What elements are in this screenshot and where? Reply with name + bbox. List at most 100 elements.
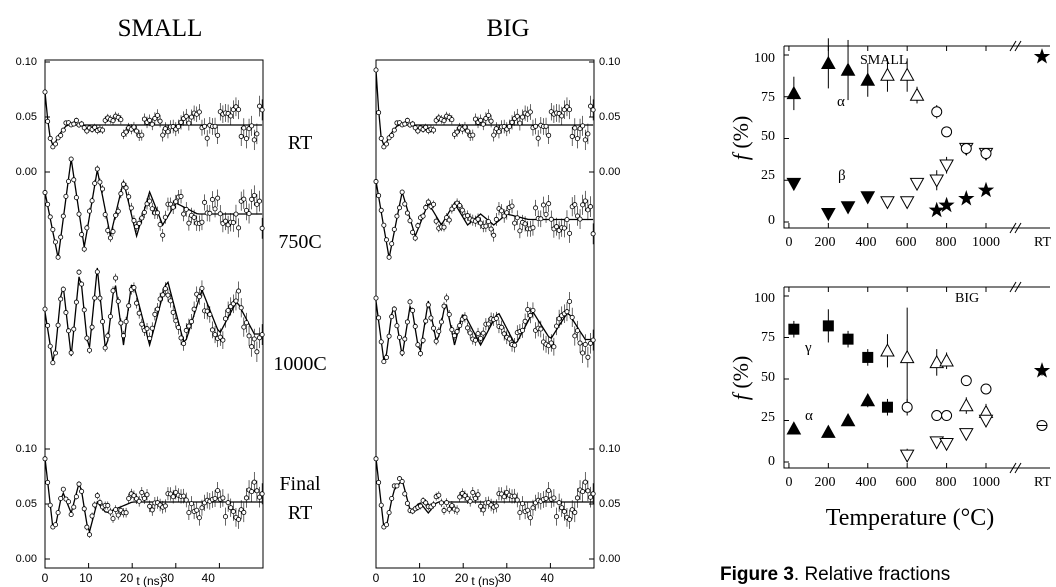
big-data-point — [530, 307, 536, 313]
frac-small-marker-triangle-down-open — [939, 159, 954, 173]
big-data-point — [522, 318, 528, 324]
small-data-point — [52, 522, 58, 528]
big-data-point — [543, 123, 549, 129]
big-data-point — [402, 201, 408, 207]
small-data-point — [131, 493, 137, 499]
big-data-point — [399, 189, 405, 195]
small-data-point — [149, 325, 155, 331]
small-data-point — [204, 135, 210, 141]
big-data-point — [394, 213, 400, 219]
small-data-point — [186, 510, 192, 516]
big-data-point — [454, 329, 460, 335]
small-data-point — [94, 269, 100, 275]
big-data-point — [376, 479, 382, 485]
small-data-point — [257, 335, 263, 341]
small-data-point — [152, 311, 158, 317]
small-data-point — [238, 133, 244, 139]
small-data-point — [215, 195, 221, 201]
small-data-point — [178, 119, 184, 125]
big-data-point — [451, 203, 457, 209]
small-data-point — [42, 456, 48, 462]
frac-small-marker-triangle-down-filled — [786, 177, 802, 192]
small-data-point — [97, 179, 103, 185]
small-data-point — [76, 211, 82, 217]
small-data-point — [50, 360, 56, 366]
big-data-point — [457, 494, 463, 500]
big-xlabel: t (ns) — [471, 574, 498, 587]
small-data-point — [223, 316, 229, 322]
small-data-point — [118, 320, 124, 326]
small-data-point — [58, 495, 64, 501]
small-data-point — [42, 89, 48, 95]
small-data-point — [162, 126, 168, 132]
small-data-point — [178, 335, 184, 341]
big-xtick-20: 20 — [455, 571, 469, 585]
big-traces — [373, 67, 596, 530]
big-data-point — [525, 307, 531, 313]
small-data-point — [92, 295, 98, 301]
small-xtick-20: 20 — [120, 571, 134, 585]
small-xtick-30: 30 — [161, 571, 175, 585]
big-data-point — [491, 132, 497, 138]
big-trace-line — [375, 180, 594, 259]
small-data-point — [134, 224, 140, 230]
big-data-point — [574, 328, 580, 334]
small-xtick-10: 10 — [79, 571, 93, 585]
small-data-point — [220, 495, 226, 501]
small-data-point — [126, 495, 132, 501]
big-data-point — [404, 500, 410, 506]
small-data-point — [84, 524, 90, 530]
small-data-point — [94, 493, 100, 499]
small-data-point — [52, 239, 58, 245]
small-data-point — [79, 232, 85, 238]
small-data-point — [123, 510, 129, 516]
small-data-point — [154, 210, 160, 216]
small-data-point — [110, 288, 116, 294]
big-data-point — [543, 211, 549, 217]
small-data-point — [107, 509, 113, 515]
small-data-point — [228, 113, 234, 119]
small-data-point — [165, 292, 171, 298]
small-data-point — [73, 117, 79, 123]
small-data-point — [147, 198, 153, 204]
small-data-point — [52, 350, 58, 356]
frac-small-marker-triangle-down-open — [880, 196, 895, 210]
small-data-point — [249, 344, 255, 350]
small-data-point — [68, 156, 74, 162]
small-data-point — [186, 220, 192, 226]
frac-small-marker-triangle-down-filled — [860, 191, 876, 205]
small-data-point — [246, 333, 252, 339]
big-data-point — [525, 507, 531, 513]
big-data-point — [546, 201, 552, 207]
small-data-point — [243, 495, 249, 501]
small-data-point — [168, 298, 174, 304]
big-data-point — [485, 321, 491, 327]
frac-small-marker-star-filled — [938, 196, 955, 213]
small-data-point — [254, 131, 260, 137]
small-data-point — [136, 310, 142, 316]
big-data-point — [381, 359, 387, 365]
big-data-point — [569, 314, 575, 320]
frac-small-axis-break — [1014, 222, 1022, 234]
small-data-point — [183, 497, 189, 503]
big-data-point — [465, 325, 471, 331]
small-data-point — [254, 201, 260, 207]
small-data-point — [97, 499, 103, 505]
big-data-point — [399, 478, 405, 484]
label-750c: 750C — [278, 231, 321, 253]
big-data-point — [522, 221, 528, 227]
small-data-point — [113, 275, 119, 281]
small-data-point — [254, 488, 260, 494]
big-data-point — [444, 500, 450, 506]
small-data-point — [58, 132, 64, 138]
small-data-point — [47, 343, 53, 349]
big-data-point — [465, 128, 471, 134]
small-data-point — [50, 227, 56, 233]
big-data-point — [514, 215, 520, 221]
frac-big-marker-triangle-down-open — [929, 436, 945, 450]
big-data-point — [470, 490, 476, 496]
big-data-point — [449, 503, 455, 509]
small-data-point — [257, 494, 263, 500]
frac-small-title: SMALL — [860, 53, 907, 68]
small-data-point — [79, 488, 85, 494]
